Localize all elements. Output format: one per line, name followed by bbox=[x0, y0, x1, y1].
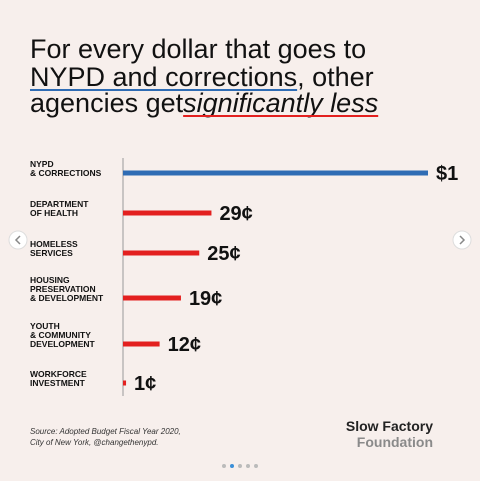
category-label: NYPD bbox=[30, 159, 54, 169]
title: , other bbox=[297, 62, 374, 92]
bar bbox=[123, 380, 127, 386]
next-arrow bbox=[459, 235, 466, 245]
value-label: 25¢ bbox=[207, 243, 240, 265]
value-label: 29¢ bbox=[219, 203, 252, 225]
dot[interactable] bbox=[254, 464, 258, 468]
category-label: & DEVELOPMENT bbox=[30, 293, 104, 303]
category-label: & CORRECTIONS bbox=[30, 168, 102, 178]
bar bbox=[123, 210, 212, 216]
category-label: & COMMUNITY bbox=[30, 330, 91, 340]
category-label: SERVICES bbox=[30, 248, 73, 258]
bar bbox=[123, 250, 200, 256]
value-label: 12¢ bbox=[168, 334, 201, 356]
category-label: PRESERVATION bbox=[30, 284, 96, 294]
category-label: DEPARTMENT bbox=[30, 199, 89, 209]
carousel-dots bbox=[222, 464, 258, 468]
category-label: HOUSING bbox=[30, 275, 70, 285]
bar bbox=[123, 341, 160, 347]
category-label: OF HEALTH bbox=[30, 208, 78, 218]
value-label: 19¢ bbox=[189, 288, 222, 310]
next-button[interactable] bbox=[452, 230, 472, 250]
category-label: YOUTH bbox=[30, 321, 60, 331]
dot[interactable] bbox=[238, 464, 242, 468]
bar bbox=[123, 170, 428, 176]
next-circle[interactable] bbox=[452, 230, 472, 250]
value-label: 1¢ bbox=[134, 373, 156, 395]
source: Source: Adopted Budget Fiscal Year 2020, bbox=[30, 427, 181, 436]
category-label: WORKFORCE bbox=[30, 369, 87, 379]
title-emphasis: NYPD and corrections bbox=[30, 62, 297, 92]
dot[interactable] bbox=[230, 464, 234, 468]
source: City of New York, @changethenypd. bbox=[30, 438, 159, 447]
dot[interactable] bbox=[222, 464, 226, 468]
prev-button[interactable] bbox=[8, 230, 28, 250]
title-emphasis: significantly less bbox=[183, 88, 378, 118]
bar bbox=[123, 295, 181, 301]
category-label: INVESTMENT bbox=[30, 378, 86, 388]
brand: Slow Factory bbox=[346, 418, 433, 434]
brand: Foundation bbox=[357, 434, 433, 450]
prev-circle[interactable] bbox=[8, 230, 28, 250]
dot[interactable] bbox=[246, 464, 250, 468]
title: agencies get bbox=[30, 88, 184, 118]
value-label: $1 bbox=[436, 163, 458, 185]
category-label: DEVELOPMENT bbox=[30, 339, 96, 349]
category-label: HOMELESS bbox=[30, 239, 78, 249]
prev-arrow bbox=[14, 235, 21, 245]
title: For every dollar that goes to bbox=[30, 34, 366, 64]
